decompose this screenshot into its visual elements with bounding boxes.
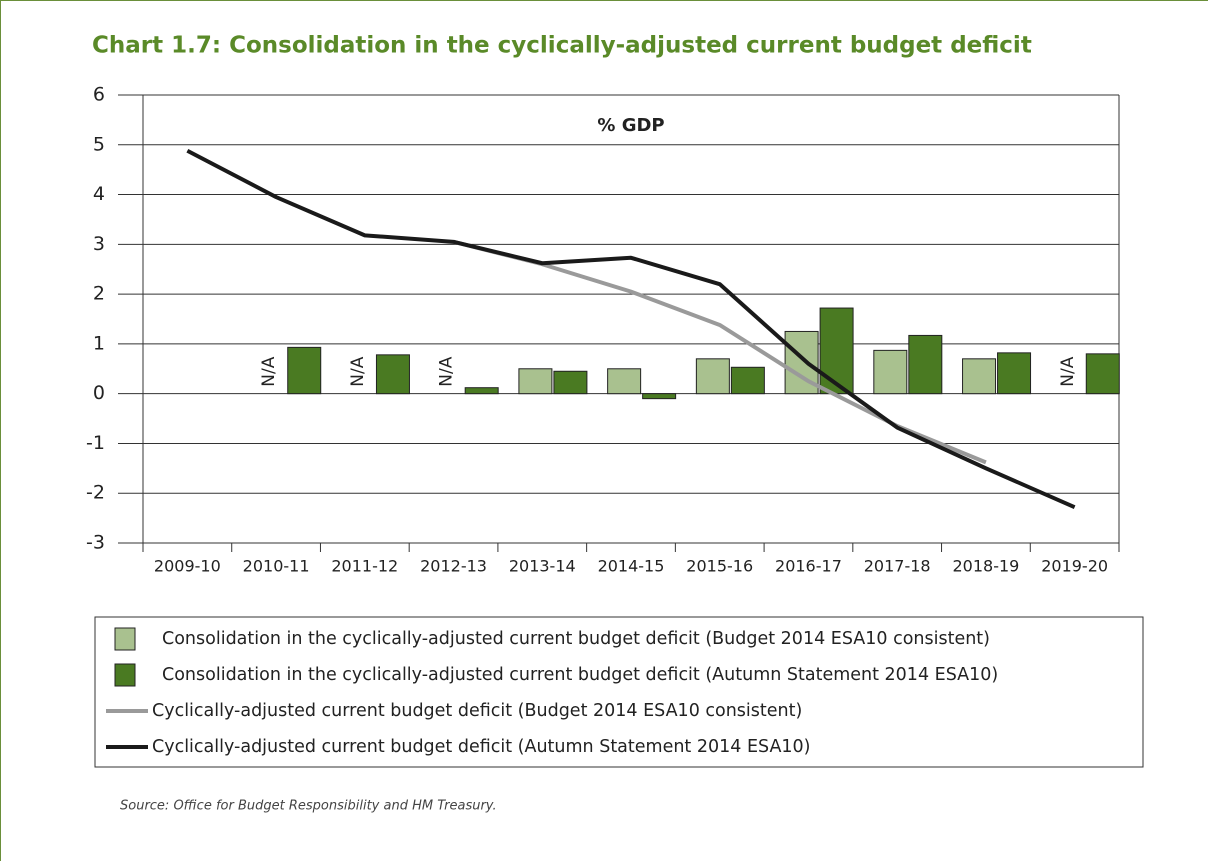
y-tick-label: 4 — [93, 183, 105, 205]
y-tick-label: 0 — [93, 382, 105, 404]
y-tick-label: 5 — [93, 133, 105, 155]
x-tick-label: 2018-19 — [952, 557, 1019, 576]
legend-swatch — [114, 663, 136, 687]
y-tick-label: -3 — [86, 532, 105, 554]
legend-label: Consolidation in the cyclically-adjusted… — [162, 629, 990, 649]
y-tick-label: 3 — [93, 233, 105, 255]
bar — [642, 393, 677, 400]
y-tick-label: -2 — [86, 482, 105, 504]
legend-label: Cyclically-adjusted current budget defic… — [152, 701, 802, 721]
bar — [819, 307, 854, 395]
value-label: N/A — [1058, 356, 1078, 386]
x-tick-label: 2009-10 — [154, 557, 221, 576]
y-tick-label: -1 — [86, 432, 105, 454]
x-tick-label: 2015-16 — [686, 557, 753, 576]
bar — [287, 346, 322, 395]
bar — [730, 366, 765, 395]
x-tick-label: 2011-12 — [331, 557, 398, 576]
source: Source: Office for Budget Responsibility… — [120, 799, 497, 814]
x-tick-label: 2014-15 — [598, 557, 665, 576]
x-tick-label: 2019-20 — [1041, 557, 1108, 576]
bar — [962, 358, 997, 395]
y-tick-label: 1 — [93, 332, 105, 354]
y-tick-label: 2 — [93, 283, 105, 305]
bar — [695, 358, 730, 395]
line — [186, 148, 1076, 509]
annotation: % GDP — [597, 115, 664, 136]
bar — [873, 349, 908, 395]
y-tick-label: 6 — [93, 84, 105, 106]
bar — [607, 368, 642, 395]
bar — [375, 354, 410, 395]
x-tick-label: 2013-14 — [509, 557, 576, 576]
value-label: N/A — [348, 356, 368, 386]
bar — [553, 370, 588, 395]
bar — [997, 352, 1032, 395]
x-tick-label: 2010-11 — [243, 557, 310, 576]
x-tick-label: 2016-17 — [775, 557, 842, 576]
x-tick-label: 2012-13 — [420, 557, 487, 576]
legend-swatch — [114, 627, 136, 651]
value-label: N/A — [437, 356, 457, 386]
bar — [1085, 353, 1120, 395]
legend-label: Consolidation in the cyclically-adjusted… — [162, 665, 998, 685]
legend-box — [94, 616, 1144, 768]
bar — [518, 368, 553, 395]
value-label: N/A — [259, 356, 279, 386]
legend-label: Cyclically-adjusted current budget defic… — [152, 737, 811, 757]
x-tick-label: 2017-18 — [864, 557, 931, 576]
bar — [908, 334, 943, 395]
bar — [464, 387, 499, 395]
chart-title: Chart 1.7: Consolidation in the cyclical… — [92, 33, 1032, 59]
